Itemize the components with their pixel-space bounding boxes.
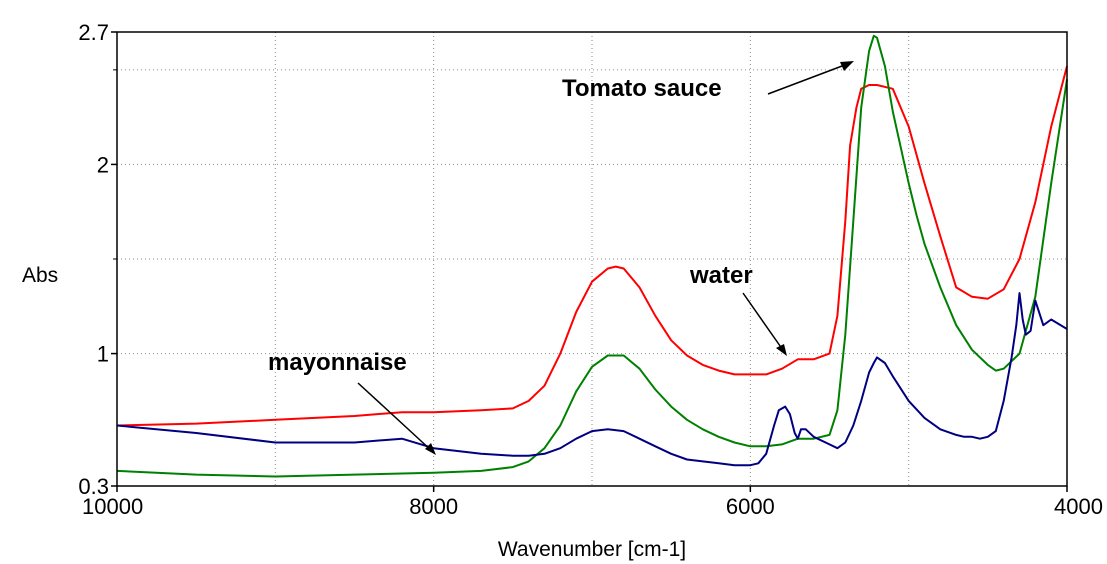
- series-line-2: [116, 292, 1068, 467]
- annotation-arrowhead-mayonnaise: [425, 443, 436, 455]
- y-tick-label: 1: [97, 342, 109, 367]
- x-tick-label: 8000: [409, 494, 458, 519]
- annotation-arrow-tomato-sauce: [767, 62, 851, 95]
- x-axis-label: Wavenumber [cm-1]: [498, 538, 686, 561]
- y-axis-label: Abs: [22, 264, 58, 287]
- annotation-arrow-water: [742, 292, 786, 354]
- annotation-tomato-sauce: Tomato sauce: [562, 75, 722, 102]
- annotation-arrowhead-water: [776, 344, 787, 356]
- annotation-water: water: [689, 262, 753, 289]
- y-tick-label: 0.3: [78, 474, 109, 499]
- y-tick-label: 2.7: [78, 20, 109, 45]
- series-lines: [116, 34, 1068, 478]
- annotation-arrowhead-tomato-sauce: [840, 61, 854, 71]
- annotation-mayonnaise: mayonnaise: [268, 349, 407, 376]
- series-line-0: [116, 65, 1068, 427]
- x-tick-label: 10000: [82, 494, 143, 519]
- axis-ticks: 10000 8000 6000 4000 0.3 1 2 2.7: [78, 20, 1103, 519]
- annotations: Tomato sauce water mayonnaise: [268, 61, 854, 455]
- x-tick-label: 4000: [1054, 494, 1103, 519]
- y-tick-label: 2: [97, 152, 109, 177]
- annotation-arrow-mayonnaise: [357, 382, 434, 453]
- x-tick-label: 6000: [726, 494, 775, 519]
